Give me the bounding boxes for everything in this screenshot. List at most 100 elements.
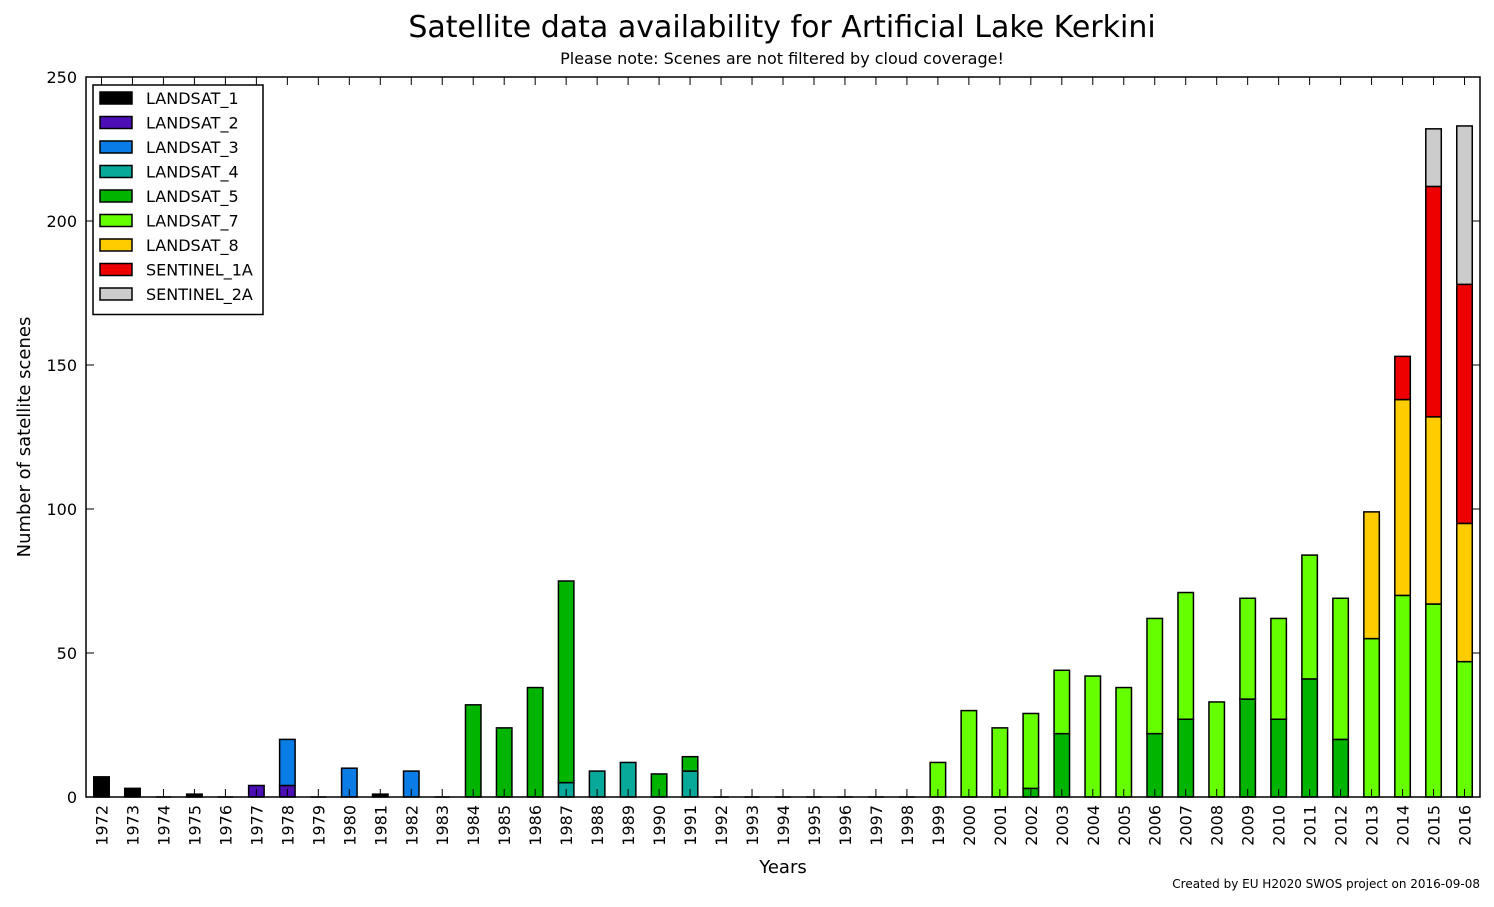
legend-label-landsat_1: LANDSAT_1 xyxy=(146,89,239,109)
x-tick-label: 1988 xyxy=(588,805,607,846)
x-axis-label: Years xyxy=(758,857,807,878)
x-tick-label: 2000 xyxy=(960,805,979,846)
y-axis-label: Number of satellite scenes xyxy=(14,317,35,558)
x-tick-label: 2004 xyxy=(1084,805,1103,846)
x-tick-label: 1998 xyxy=(898,805,917,846)
legend-swatch-landsat_3 xyxy=(99,140,133,154)
x-tick-label: 1999 xyxy=(929,805,948,846)
x-tick-label: 1990 xyxy=(650,805,669,846)
bars-layer xyxy=(92,125,1474,798)
x-tick-label: 1981 xyxy=(371,805,390,846)
credit-note: Created by EU H2020 SWOS project on 2016… xyxy=(1172,877,1480,891)
bar-segment-sentinel_1a-2015 xyxy=(1425,185,1443,418)
legend-swatch-landsat_1 xyxy=(99,91,133,105)
legend-swatch-sentinel_2a xyxy=(99,287,133,301)
bar-segment-sentinel_2a-2015 xyxy=(1425,128,1443,188)
x-tick-label: 2014 xyxy=(1394,805,1413,846)
bar-segment-landsat_7-2012 xyxy=(1332,597,1350,741)
x-tick-label: 1986 xyxy=(526,805,545,846)
x-tick-label: 1994 xyxy=(774,805,793,846)
x-tick-label: 1995 xyxy=(805,805,824,846)
x-tick-label: 1978 xyxy=(278,805,297,846)
bar-segment-landsat_7-2005 xyxy=(1115,686,1133,798)
x-tick-label: 1974 xyxy=(154,805,173,846)
legend-swatch-sentinel_1a xyxy=(99,262,133,277)
bar-segment-landsat_7-2014 xyxy=(1394,594,1412,798)
bar-segment-landsat_7-2015 xyxy=(1425,603,1443,798)
legend-swatch-landsat_7 xyxy=(99,213,133,228)
x-tick-label: 2015 xyxy=(1425,805,1444,846)
x-tick-label: 1972 xyxy=(92,805,111,846)
x-tick-label: 2010 xyxy=(1270,805,1289,846)
bar-segment-sentinel_1a-2016 xyxy=(1456,283,1474,525)
chart-title: Satellite data availability for Artifici… xyxy=(408,10,1156,45)
bar-segment-sentinel_1a-2014 xyxy=(1394,355,1412,401)
bar-segment-landsat_5-1985 xyxy=(495,727,513,798)
x-tick-label: 2007 xyxy=(1177,805,1196,846)
bar-segment-landsat_7-2000 xyxy=(960,709,978,798)
bar-segment-landsat_3-1978 xyxy=(278,738,296,787)
x-tick-label: 1982 xyxy=(402,805,421,846)
bar-segment-landsat_7-2003 xyxy=(1053,669,1071,735)
y-tick-label: 250 xyxy=(46,68,77,87)
chart-subtitle: Please note: Scenes are not filtered by … xyxy=(560,49,1004,68)
y-axis: 0 50 100 150 200 250 xyxy=(46,68,1480,807)
y-tick-label: 100 xyxy=(46,500,77,519)
legend-label-landsat_8: LANDSAT_8 xyxy=(146,236,239,256)
x-tick-label: 2012 xyxy=(1332,805,1351,846)
bar-segment-landsat_7-2016 xyxy=(1456,660,1474,798)
bar-segment-landsat_5-2011 xyxy=(1301,678,1319,798)
x-tick-label: 1980 xyxy=(340,805,359,846)
x-tick-label: 1991 xyxy=(681,805,700,846)
bar-segment-landsat_7-2011 xyxy=(1301,554,1319,680)
bar-segment-landsat_8-2016 xyxy=(1456,522,1474,663)
x-tick-label: 1996 xyxy=(836,805,855,846)
legend-swatch-landsat_5 xyxy=(99,189,133,203)
legend-label-landsat_5: LANDSAT_5 xyxy=(146,187,239,207)
legend-label-sentinel_1a: SENTINEL_1A xyxy=(146,261,253,281)
x-tick-label: 1984 xyxy=(464,805,483,846)
y-tick-label: 50 xyxy=(57,644,77,663)
x-tick-label: 2008 xyxy=(1208,805,1227,846)
legend-swatch-landsat_2 xyxy=(99,115,133,130)
bar-segment-landsat_5-2007 xyxy=(1177,718,1195,798)
x-tick-label: 1983 xyxy=(433,805,452,846)
x-tick-label: 2009 xyxy=(1239,805,1258,846)
bar-segment-landsat_7-2009 xyxy=(1239,597,1257,700)
x-tick-label: 1976 xyxy=(216,805,235,846)
x-tick-label: 2001 xyxy=(991,805,1010,846)
x-tick-label: 1989 xyxy=(619,805,638,846)
x-tick-label: 1992 xyxy=(712,805,731,846)
legend-label-landsat_4: LANDSAT_4 xyxy=(146,163,239,183)
x-tick-label: 2003 xyxy=(1053,805,1072,846)
bar-segment-landsat_5-2009 xyxy=(1239,698,1257,798)
bar-segment-landsat_5-2003 xyxy=(1053,732,1071,798)
x-tick-label: 2011 xyxy=(1301,805,1320,846)
y-tick-label: 150 xyxy=(46,356,77,375)
legend-swatch-landsat_8 xyxy=(99,238,133,252)
bar-segment-landsat_5-2012 xyxy=(1332,738,1350,798)
bar-segment-landsat_5-1987 xyxy=(557,580,575,784)
x-tick-label: 2006 xyxy=(1146,805,1165,846)
bar-segment-landsat_5-1991 xyxy=(681,755,699,772)
bar-segment-landsat_8-2013 xyxy=(1363,511,1381,640)
x-tick-label: 1997 xyxy=(867,805,886,846)
legend-swatch-landsat_4 xyxy=(99,164,133,179)
bar-segment-landsat_5-2006 xyxy=(1146,732,1164,798)
x-tick-label: 2016 xyxy=(1456,805,1475,846)
bar-segment-landsat_7-2008 xyxy=(1208,701,1226,798)
bar-segment-landsat_8-2014 xyxy=(1394,398,1412,597)
legend-label-landsat_3: LANDSAT_3 xyxy=(146,138,239,158)
bar-segment-landsat_8-2015 xyxy=(1425,416,1443,605)
legend-label-sentinel_2a: SENTINEL_2A xyxy=(146,285,253,305)
bar-segment-landsat_5-1986 xyxy=(526,686,544,798)
x-tick-label: 1977 xyxy=(247,805,266,846)
x-tick-label: 1979 xyxy=(309,805,328,846)
bar-segment-landsat_7-2013 xyxy=(1363,637,1381,798)
y-tick-label: 0 xyxy=(67,788,77,807)
bar-segment-landsat_7-2004 xyxy=(1084,675,1102,798)
bar-segment-landsat_7-2010 xyxy=(1270,617,1288,720)
bar-segment-landsat_7-2007 xyxy=(1177,591,1195,720)
legend-label-landsat_2: LANDSAT_2 xyxy=(146,114,239,134)
